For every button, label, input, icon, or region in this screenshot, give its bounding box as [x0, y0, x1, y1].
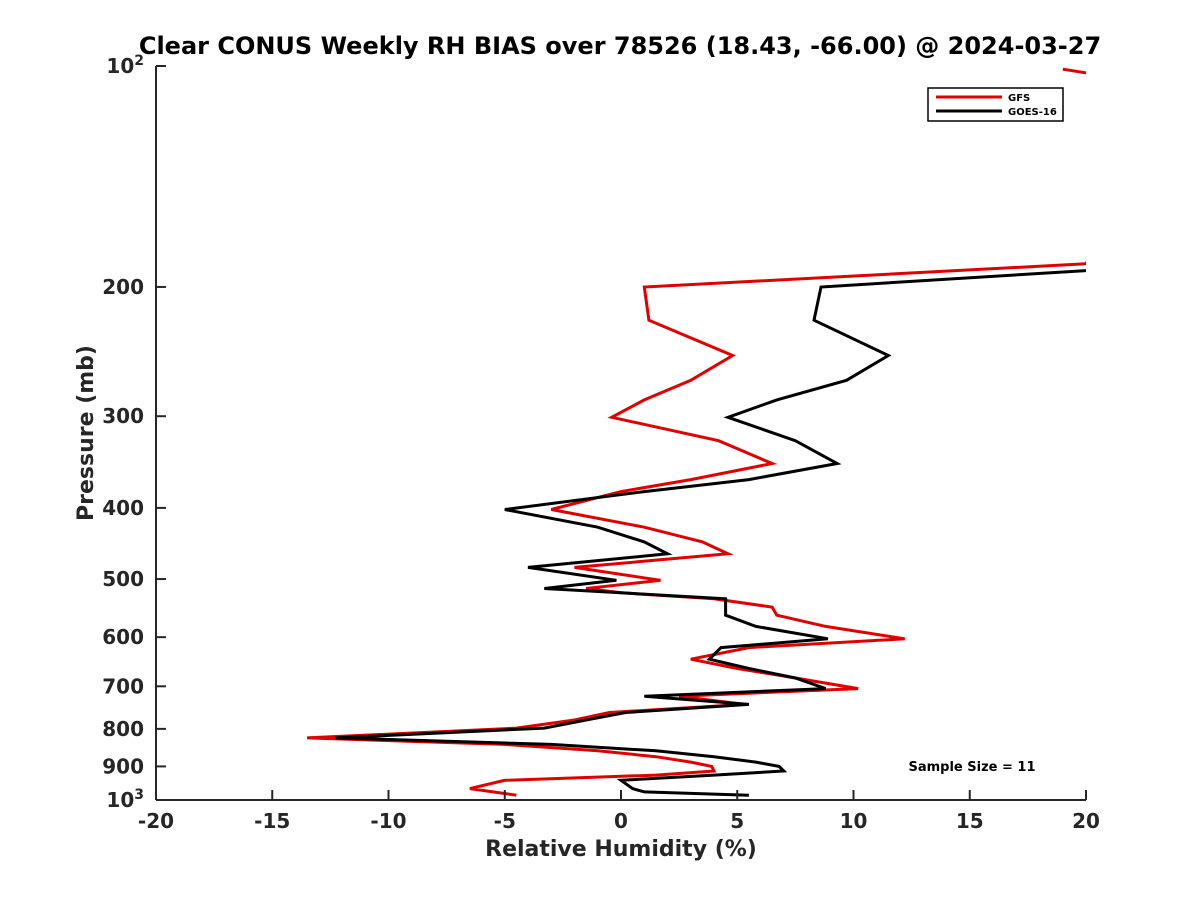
x-axis-label: Relative Humidity (%)	[485, 837, 757, 862]
x-tick-label: -15	[254, 809, 290, 833]
series-layer	[307, 67, 1086, 797]
y-tick-label: 600	[102, 625, 144, 649]
legend-items: GFS GOES-16	[936, 93, 1057, 118]
y-tick-label: 300	[102, 404, 144, 428]
x-tick-label: 0	[614, 809, 628, 833]
legend: GFS GOES-16	[927, 87, 1064, 122]
legend-label: GFS	[1008, 93, 1030, 104]
y-tick-label: 200	[102, 275, 144, 299]
x-tick-label: 5	[730, 809, 744, 833]
x-tick-label: -20	[138, 809, 174, 833]
y-axis-label: Pressure (mb)	[74, 345, 99, 521]
chart-title: Clear CONUS Weekly RH BIAS over 78526 (1…	[139, 32, 1101, 60]
sample-size-annotation: Sample Size = 11	[908, 760, 1035, 775]
x-tick-label: -10	[370, 809, 406, 833]
series-line-goes-16	[334, 269, 1086, 797]
x-tick-label: 10	[840, 809, 868, 833]
y-tick-label: 700	[102, 674, 144, 698]
y-tick-label: 102	[106, 53, 144, 78]
x-tick-label: 20	[1072, 809, 1100, 833]
x-axis-ticks: -20 -15 -10 -5 0 5 10 15 20	[138, 790, 1100, 833]
y-tick-label: 900	[102, 754, 144, 778]
plot-area	[156, 66, 1086, 800]
y-tick-label: 103	[106, 787, 144, 812]
x-tick-label: -5	[494, 809, 516, 833]
series-line-gfs	[307, 67, 1086, 797]
legend-label: GOES-16	[1008, 107, 1057, 118]
y-tick-label: 800	[102, 717, 144, 741]
y-tick-label: 500	[102, 567, 144, 591]
legend-box	[927, 87, 1064, 122]
y-axis-ticks: 102 200 300 400 500 600 700 800 900 103	[102, 53, 166, 812]
plot-background	[156, 66, 1086, 800]
y-tick-label: 400	[102, 496, 144, 520]
x-tick-label: 15	[956, 809, 984, 833]
